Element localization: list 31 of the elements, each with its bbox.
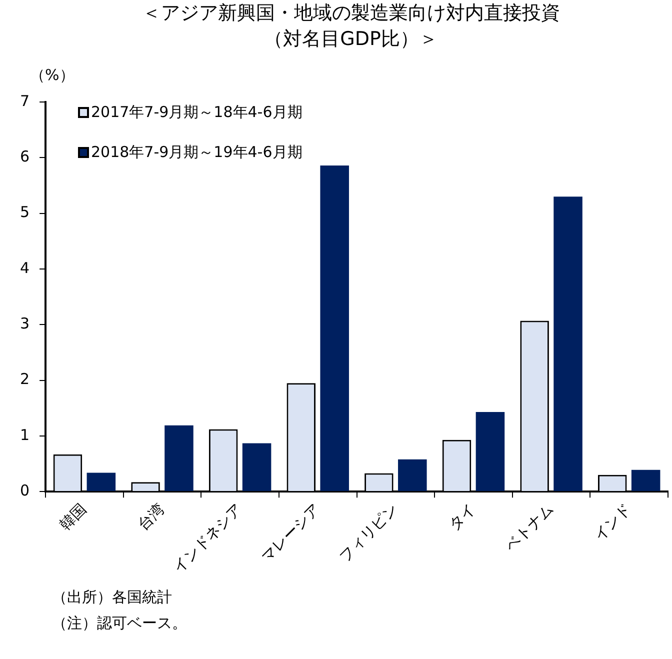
x-tick-label: インドネシア — [169, 500, 246, 576]
bar — [398, 459, 427, 492]
x-tick-label: フィリピン — [335, 500, 402, 566]
y-tick-label: 7 — [20, 92, 30, 110]
bar — [554, 196, 582, 492]
x-tick-label: 韓国 — [56, 500, 90, 534]
bar — [631, 470, 660, 492]
legend-label: 2017年7-9月期～18年4-6月期 — [91, 102, 302, 122]
x-tick-label: タイ — [445, 500, 480, 534]
bar — [86, 472, 116, 492]
text: （出所）各国統計 — [52, 587, 173, 608]
y-tick-label: 5 — [20, 203, 30, 222]
x-tick-label: インド — [590, 500, 635, 544]
y-tick-label: 1 — [20, 426, 30, 444]
bar — [164, 425, 194, 492]
legend-label: 2018年7-9月期～19年4-6月期 — [91, 142, 302, 162]
x-tick-label: 台湾 — [134, 500, 168, 534]
y-tick-label: 2 — [20, 370, 30, 388]
text: （注）認可ベース。 — [52, 613, 187, 634]
y-axis-title: （%） — [30, 66, 74, 85]
bar — [242, 443, 272, 492]
y-tick-label: 3 — [20, 314, 30, 333]
bar — [476, 412, 505, 492]
x-tick-label: マレーシア — [258, 500, 324, 566]
bar — [320, 165, 349, 492]
chart-title: ＜アジア新興国・地域の製造業向け対内直接投資 — [141, 1, 561, 26]
y-tick-label: 6 — [20, 148, 30, 166]
y-tick-label: 0 — [20, 482, 30, 500]
y-tick-label: 4 — [20, 258, 30, 277]
chart-subtitle: （対名目GDP比）＞ — [263, 27, 439, 52]
x-tick-label: ベトナム — [502, 500, 557, 555]
